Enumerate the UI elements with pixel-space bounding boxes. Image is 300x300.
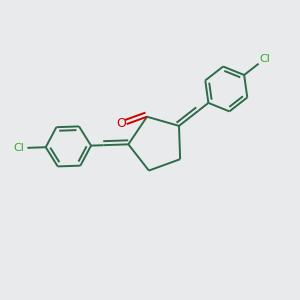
Text: O: O — [117, 117, 127, 130]
Text: Cl: Cl — [260, 54, 271, 64]
Text: Cl: Cl — [14, 143, 25, 153]
